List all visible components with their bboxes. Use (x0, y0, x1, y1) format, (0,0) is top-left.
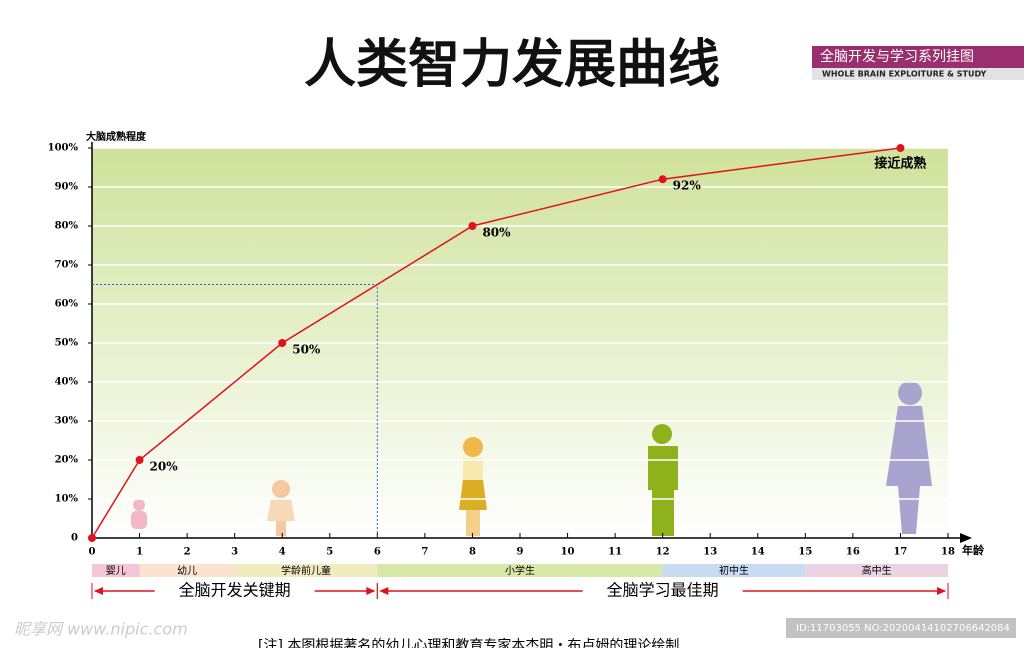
period-label: 全脑开发关键期 (179, 581, 291, 600)
x-tick-label: 8 (469, 547, 476, 558)
stage-label: 幼儿 (177, 564, 197, 577)
x-tick-label: 10 (561, 547, 575, 558)
period-label: 全脑学习最佳期 (607, 581, 719, 600)
badge-bg (812, 46, 1024, 68)
curve (91, 147, 901, 539)
annotation: 接近成熟 (874, 156, 926, 172)
watermark: 昵享网 www.nipic.com (14, 620, 188, 639)
value-label: 20% (150, 460, 179, 474)
point (88, 534, 96, 542)
x-tick-label: 4 (279, 547, 286, 558)
stage-label: 高中生 (862, 564, 892, 577)
x-tick-label: 7 (421, 547, 428, 558)
period-label-bg (154, 581, 315, 601)
x-tick-label: 6 (374, 547, 381, 558)
x-tick-label: 16 (846, 547, 860, 558)
stage-band (139, 564, 235, 577)
y-tick-label: 90% (55, 182, 79, 193)
value-label: 80% (482, 226, 511, 240)
period-label-bg (582, 581, 743, 601)
y-tick-label: 60% (55, 299, 79, 310)
point (278, 339, 287, 347)
stage-label: 小学生 (505, 564, 535, 577)
stage-band (377, 564, 663, 577)
y-tick-label: 0 (71, 533, 78, 544)
y-tick-label: 40% (55, 377, 79, 388)
point (135, 456, 144, 464)
y-tick-label: 30% (55, 416, 79, 427)
title: 人类智力发展曲线 (304, 35, 720, 95)
x-axis-arrow (960, 533, 972, 543)
x-tick-label: 9 (517, 547, 524, 558)
x-tick-label: 3 (231, 547, 238, 558)
point (658, 175, 667, 184)
stage-band (662, 564, 806, 577)
point (468, 222, 477, 230)
badge-sub-bg (812, 68, 1024, 80)
x-tick-label: 5 (326, 547, 333, 558)
stage-label: 初中生 (719, 564, 749, 577)
x-tick-label: 12 (656, 547, 670, 558)
x-tick-label: 13 (703, 547, 717, 558)
x-tick-label: 2 (184, 547, 191, 558)
y-tick-label: 70% (55, 260, 79, 271)
x-tick-label: 14 (751, 547, 765, 558)
y-tick-label: 10% (55, 494, 79, 505)
x-tick-label: 18 (941, 547, 955, 558)
x-tick-label: 0 (89, 547, 96, 558)
footer-note: [注] 本图根据著名的幼儿心理和教育专家本杰明・布卢姆的理论绘制 (258, 637, 679, 648)
value-label: 50% (292, 343, 321, 357)
stage-label: 婴儿 (106, 565, 126, 577)
badge: 全脑开发与学习系列挂图 (820, 48, 974, 65)
x-tick-label: 17 (893, 547, 907, 558)
badge-sub: WHOLE BRAIN EXPLOITURE & STUDY (822, 70, 987, 79)
y-axis-label: 大脑成熟程度 (86, 130, 147, 143)
y-tick-label: 80% (55, 221, 79, 232)
y-tick-label: 50% (55, 338, 79, 349)
figures (131, 381, 932, 536)
stage-band (92, 564, 140, 577)
stage-label: 学龄前儿童 (281, 564, 331, 577)
x-axis-label: 年龄 (962, 543, 985, 557)
x-tick-label: 15 (798, 547, 812, 558)
stage-band (234, 564, 378, 577)
value-label: 92% (673, 179, 702, 193)
y-tick-label: 20% (55, 455, 79, 466)
id-text: ID:11703055 NO:20200414102706642084 (796, 623, 1010, 634)
id-bg (786, 618, 1016, 638)
x-tick-label: 1 (136, 547, 143, 558)
stage-band (805, 564, 948, 577)
point (896, 144, 905, 152)
y-tick-label: 100% (48, 143, 79, 154)
x-tick-label: 11 (608, 547, 622, 558)
